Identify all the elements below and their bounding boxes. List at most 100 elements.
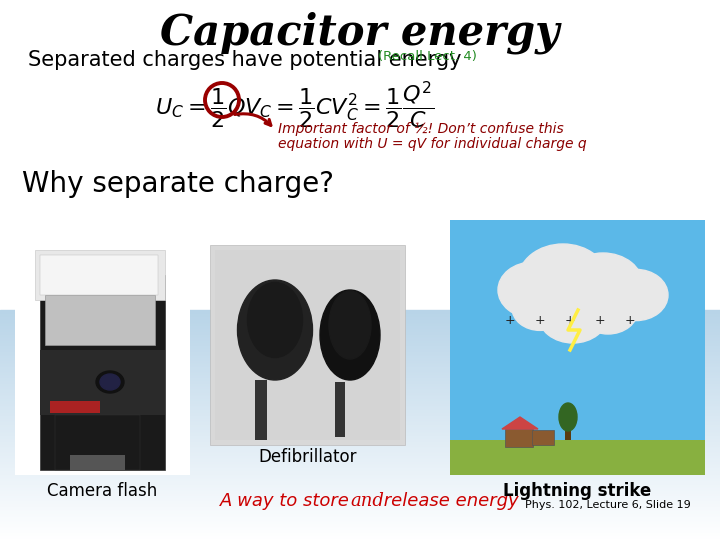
- Bar: [0, 515, 720, 517]
- Bar: [35, 250, 165, 300]
- Bar: [0, 353, 720, 354]
- Ellipse shape: [498, 262, 568, 318]
- Ellipse shape: [238, 280, 312, 380]
- Bar: [0, 466, 720, 468]
- Bar: [0, 488, 720, 489]
- Text: Defibrillator: Defibrillator: [258, 448, 356, 466]
- Bar: [0, 426, 720, 428]
- Bar: [45, 295, 155, 345]
- Bar: [0, 368, 720, 370]
- Bar: [0, 524, 720, 526]
- Bar: [0, 480, 720, 482]
- Bar: [0, 375, 720, 377]
- Bar: [0, 458, 720, 460]
- Ellipse shape: [578, 286, 638, 334]
- Bar: [0, 438, 720, 440]
- Ellipse shape: [512, 286, 568, 330]
- Bar: [0, 391, 720, 393]
- Bar: [0, 428, 720, 430]
- Bar: [40, 255, 158, 295]
- Text: and: and: [350, 492, 384, 510]
- Text: +: +: [625, 314, 635, 327]
- Bar: [0, 509, 720, 511]
- Bar: [0, 364, 720, 367]
- Bar: [0, 342, 720, 344]
- Bar: [0, 532, 720, 534]
- Bar: [0, 319, 720, 321]
- Polygon shape: [502, 417, 538, 429]
- Bar: [0, 309, 720, 312]
- Text: Lightning strike: Lightning strike: [503, 482, 652, 500]
- Bar: [0, 311, 720, 313]
- Text: release energy: release energy: [378, 492, 518, 510]
- Text: +: +: [564, 314, 575, 327]
- Bar: [0, 492, 720, 494]
- Bar: [0, 406, 720, 408]
- Bar: [450, 220, 705, 475]
- Ellipse shape: [96, 371, 124, 393]
- Bar: [0, 414, 720, 416]
- Bar: [0, 392, 720, 394]
- Bar: [0, 418, 720, 421]
- Text: Phys. 102, Lecture 6, Slide 19: Phys. 102, Lecture 6, Slide 19: [525, 500, 691, 510]
- Bar: [0, 448, 720, 449]
- Bar: [0, 322, 720, 324]
- Bar: [0, 474, 720, 476]
- Ellipse shape: [518, 244, 608, 316]
- Bar: [0, 382, 720, 383]
- Bar: [0, 503, 720, 505]
- Bar: [0, 348, 720, 350]
- Bar: [0, 411, 720, 413]
- Bar: [0, 360, 720, 362]
- Bar: [0, 397, 720, 399]
- Bar: [0, 530, 720, 532]
- Bar: [0, 470, 720, 472]
- Bar: [210, 245, 405, 445]
- Bar: [0, 389, 720, 392]
- Bar: [0, 380, 720, 382]
- Bar: [0, 490, 720, 492]
- Text: Separated charges have potential energy: Separated charges have potential energy: [28, 50, 462, 70]
- Bar: [0, 506, 720, 508]
- Bar: [0, 489, 720, 491]
- Bar: [0, 420, 720, 422]
- Bar: [0, 412, 720, 414]
- Bar: [0, 328, 720, 330]
- Bar: [0, 452, 720, 454]
- Bar: [0, 538, 720, 540]
- Bar: [0, 495, 720, 497]
- Bar: [0, 399, 720, 401]
- Bar: [0, 457, 720, 459]
- Bar: [0, 346, 720, 348]
- Bar: [0, 486, 720, 488]
- Bar: [0, 463, 720, 465]
- Bar: [0, 351, 720, 353]
- Bar: [0, 483, 720, 485]
- Bar: [0, 461, 720, 463]
- Bar: [0, 404, 720, 407]
- Bar: [532, 430, 554, 445]
- Bar: [0, 512, 720, 514]
- Bar: [0, 421, 720, 423]
- Text: Camera flash: Camera flash: [48, 482, 158, 500]
- Bar: [0, 383, 720, 385]
- Bar: [0, 494, 720, 496]
- Bar: [0, 424, 720, 427]
- Bar: [0, 437, 720, 439]
- Bar: [0, 320, 720, 322]
- Bar: [0, 455, 720, 457]
- Bar: [0, 394, 720, 396]
- Bar: [0, 373, 720, 374]
- Bar: [215, 250, 400, 440]
- Bar: [0, 460, 720, 462]
- Bar: [0, 519, 720, 522]
- Bar: [0, 501, 720, 503]
- Bar: [0, 510, 720, 512]
- Bar: [335, 382, 345, 437]
- Bar: [0, 359, 720, 361]
- Bar: [0, 500, 720, 502]
- Text: Important factor of ½! Don’t confuse this: Important factor of ½! Don’t confuse thi…: [278, 122, 564, 136]
- Bar: [0, 497, 720, 498]
- Bar: [0, 535, 720, 537]
- Bar: [0, 521, 720, 523]
